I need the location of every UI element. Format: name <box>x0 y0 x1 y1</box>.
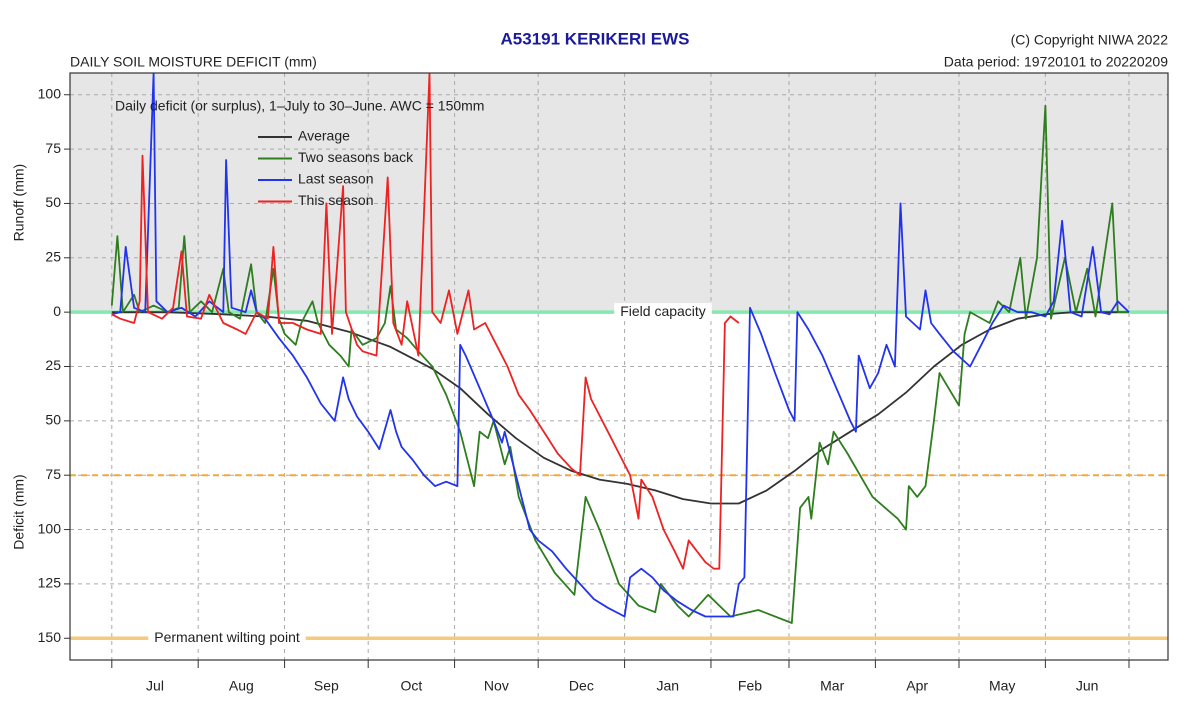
x-tick-label: Dec <box>569 678 594 694</box>
copyright: (C) Copyright NIWA 2022 <box>1011 32 1169 48</box>
x-tick-label: Jun <box>1076 678 1099 694</box>
reference-label-background <box>614 303 712 322</box>
reference-label: Field capacity <box>620 303 706 319</box>
y-tick-label: 125 <box>38 575 62 591</box>
x-tick-label: Feb <box>738 678 762 694</box>
y-tick-label: 100 <box>38 85 62 101</box>
x-tick-label: Nov <box>484 678 509 694</box>
y-tick-label: 100 <box>38 520 62 536</box>
x-tick-label: Mar <box>820 678 844 694</box>
x-tick-label: Oct <box>400 678 422 694</box>
series-line <box>110 104 1129 624</box>
y-tick-label: 75 <box>45 466 61 482</box>
x-tick-label: May <box>989 678 1015 694</box>
runoff-background <box>70 73 1168 313</box>
legend-label: This season <box>298 192 373 208</box>
y-tick-label: 0 <box>53 303 61 319</box>
y-tick-label: 25 <box>45 248 61 264</box>
x-tick-label: Sep <box>314 678 339 694</box>
y-axis-title: Deficit (mm) <box>11 474 27 549</box>
y-tick-label: 25 <box>45 357 61 373</box>
annotation: Daily deficit (or surplus), 1–July to 30… <box>115 98 484 114</box>
x-tick-label: Apr <box>906 678 928 694</box>
chart-title: A53191 KERIKERI EWS <box>501 29 690 48</box>
reference-label: Permanent wilting point <box>154 629 300 645</box>
x-tick-label: Jul <box>146 678 164 694</box>
series-line <box>111 73 1130 618</box>
y-tick-label: 75 <box>45 140 61 156</box>
chart-subtitle: DAILY SOIL MOISTURE DEFICIT (mm) <box>70 54 317 70</box>
y-tick-label: 50 <box>45 194 61 210</box>
series-line <box>111 73 740 570</box>
y-axis-title: Runoff (mm) <box>11 164 27 242</box>
legend-label: Two seasons back <box>298 149 414 165</box>
plot-clip <box>70 73 1168 660</box>
y-tick-label: 50 <box>45 412 61 428</box>
x-tick-label: Aug <box>229 678 254 694</box>
reference-label-background <box>148 629 306 648</box>
y-tick-label: 150 <box>38 629 62 645</box>
data-period: Data period: 19720101 to 20220209 <box>944 54 1168 70</box>
x-tick-label: Jan <box>656 678 679 694</box>
plot-area: Field capacity Permanent wilting point Dai… <box>11 72 1169 694</box>
legend-label: Average <box>298 128 350 144</box>
legend-label: Last season <box>298 171 374 187</box>
